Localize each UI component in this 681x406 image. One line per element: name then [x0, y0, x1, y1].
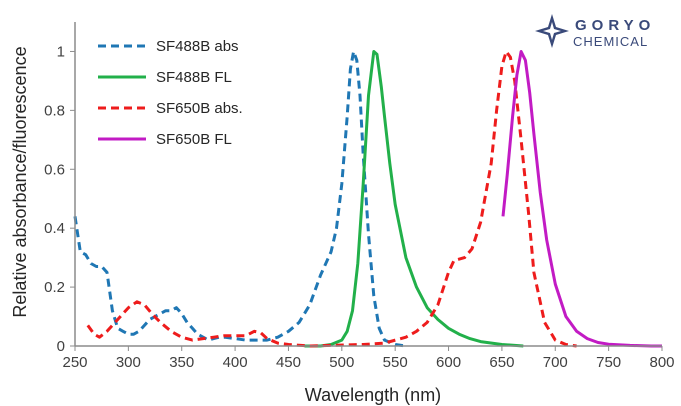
- x-tick-label: 650: [489, 354, 514, 371]
- x-tick-label: 300: [116, 354, 141, 371]
- x-tick-label: 350: [169, 354, 194, 371]
- y-tick-label: 0.6: [44, 161, 65, 178]
- star-logo-inner-icon: [543, 22, 561, 40]
- legend-label-1: SF488B abs: [156, 38, 239, 55]
- y-tick-label: 0.2: [44, 279, 65, 296]
- series-line-4: [501, 50, 662, 348]
- series-line-1: [73, 50, 407, 348]
- goryo-chemical-logo: GORYO CHEMICAL: [535, 14, 655, 49]
- plot-area: [73, 50, 662, 348]
- x-tick-label: 400: [223, 354, 248, 371]
- y-axis-ticks: 0 0.2 0.4 0.6 0.8 1: [44, 43, 75, 355]
- x-axis-title: Wavelength (nm): [305, 385, 441, 405]
- x-tick-label: 800: [649, 354, 674, 371]
- legend-label-2: SF488B FL: [156, 69, 232, 86]
- series-line-2: [304, 50, 524, 348]
- x-tick-label: 750: [596, 354, 621, 371]
- x-tick-label: 600: [436, 354, 461, 371]
- y-tick-label: 0: [57, 338, 65, 355]
- y-tick-label: 0.4: [44, 220, 65, 237]
- x-tick-label: 550: [383, 354, 408, 371]
- x-tick-label: 700: [543, 354, 568, 371]
- x-tick-label: 500: [329, 354, 354, 371]
- y-tick-label: 1: [57, 43, 65, 60]
- chart-legend: SF488B abs SF488B FL SF650B abs. SF650B FL: [98, 38, 243, 148]
- x-tick-label: 450: [276, 354, 301, 371]
- logo-name: GORYO: [575, 17, 655, 34]
- logo-subtitle: CHEMICAL: [573, 34, 648, 49]
- x-axis-ticks: 250 300 350 400 450 500 550 600 650 700 750 800: [62, 346, 675, 371]
- legend-label-4: SF650B FL: [156, 131, 232, 148]
- legend-label-3: SF650B abs.: [156, 100, 243, 117]
- x-tick-label: 250: [62, 354, 87, 371]
- y-axis-title: Relative absorbance/fluorescence: [10, 46, 30, 317]
- y-tick-label: 0.8: [44, 102, 65, 119]
- series-line-3: [86, 50, 577, 348]
